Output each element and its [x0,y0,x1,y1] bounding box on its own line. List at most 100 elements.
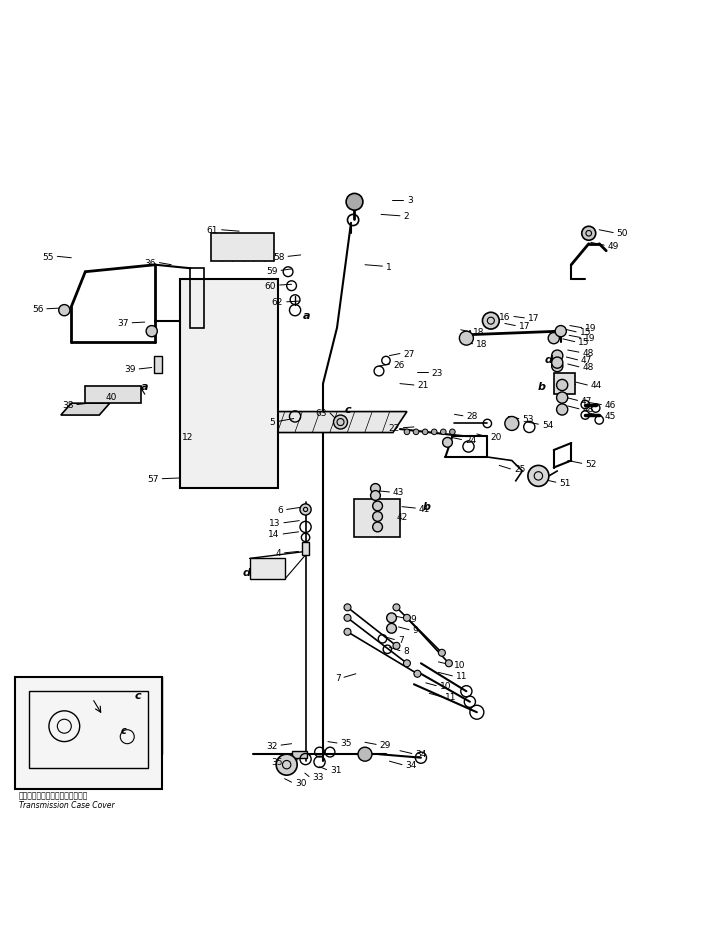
Circle shape [552,361,563,373]
Text: 62: 62 [272,298,283,307]
Text: 38: 38 [62,401,74,410]
Circle shape [459,331,473,345]
Text: 41: 41 [419,504,430,513]
Bar [154,357,162,373]
Bar [180,280,277,489]
Text: 40: 40 [105,393,117,402]
Circle shape [373,522,383,533]
Text: c: c [121,725,126,735]
Circle shape [440,430,446,435]
Text: 10: 10 [453,661,465,669]
Circle shape [439,650,445,656]
Text: 31: 31 [330,766,342,774]
Circle shape [276,754,297,775]
Bar [302,543,309,555]
Text: 1: 1 [386,262,392,271]
Text: 14: 14 [268,530,279,539]
Circle shape [404,615,411,622]
Circle shape [555,327,567,337]
Text: 9: 9 [411,614,416,623]
Text: 33: 33 [312,772,324,782]
Circle shape [393,643,400,650]
Circle shape [346,194,363,211]
Text: 54: 54 [542,420,553,430]
Circle shape [371,484,380,494]
Text: 35: 35 [272,757,283,766]
Text: 26: 26 [393,360,404,369]
Circle shape [557,404,568,416]
Bar [211,234,274,262]
Text: 50: 50 [616,228,628,238]
Text: 5: 5 [269,417,274,427]
Bar [291,751,307,758]
Text: 58: 58 [273,253,284,261]
Text: d: d [242,568,250,578]
Text: 30: 30 [295,778,307,787]
Text: 32: 32 [266,740,277,750]
Text: 28: 28 [466,412,478,421]
Text: 61: 61 [206,226,218,235]
Text: 12: 12 [183,432,194,442]
Circle shape [552,351,563,362]
Circle shape [393,605,400,611]
Text: 46: 46 [605,401,616,410]
Text: 11: 11 [456,672,468,680]
Text: 7: 7 [398,636,404,644]
Text: 3: 3 [407,196,413,205]
Circle shape [552,358,563,369]
Text: 17: 17 [528,314,539,323]
Circle shape [59,305,70,316]
Text: 13: 13 [269,519,280,528]
Circle shape [404,430,410,435]
Circle shape [445,660,452,667]
Text: 9: 9 [413,625,418,635]
Text: 49: 49 [608,241,619,250]
Bar [250,559,284,579]
Text: 63: 63 [315,409,326,418]
Text: 10: 10 [439,681,451,691]
Text: 59: 59 [266,267,277,275]
Text: d: d [545,355,553,365]
Text: 6: 6 [277,505,283,515]
Text: 48: 48 [583,348,594,358]
Text: 37: 37 [117,319,128,328]
Text: 52: 52 [585,460,597,468]
Text: 25: 25 [514,465,525,474]
Circle shape [505,417,519,431]
Bar [29,692,148,768]
Circle shape [300,505,311,516]
Text: 2: 2 [404,212,409,221]
Circle shape [423,430,428,435]
Circle shape [387,613,397,623]
Text: 57: 57 [147,475,159,484]
Bar [355,500,400,538]
Text: 20: 20 [491,432,502,442]
Text: 42: 42 [397,512,408,521]
Text: a: a [303,311,311,321]
Circle shape [373,502,383,511]
Circle shape [387,623,397,634]
Polygon shape [61,403,110,416]
Text: 48: 48 [583,363,594,372]
Text: 19: 19 [584,333,595,343]
Circle shape [528,466,549,487]
Text: 34: 34 [416,749,427,758]
Circle shape [344,615,351,622]
Text: 23: 23 [432,369,443,377]
Circle shape [582,227,596,241]
Circle shape [373,512,383,521]
Circle shape [146,327,157,337]
Text: 53: 53 [522,415,534,424]
Text: 15: 15 [578,338,590,346]
Text: 48: 48 [583,405,594,414]
Circle shape [557,392,568,403]
Text: 15: 15 [580,328,591,337]
Text: a: a [141,381,149,391]
Text: c: c [344,404,351,415]
Circle shape [344,629,351,636]
Text: 45: 45 [605,412,616,421]
Text: 21: 21 [418,381,429,390]
Polygon shape [218,412,407,433]
Text: 47: 47 [581,356,592,365]
Text: 8: 8 [404,647,409,655]
